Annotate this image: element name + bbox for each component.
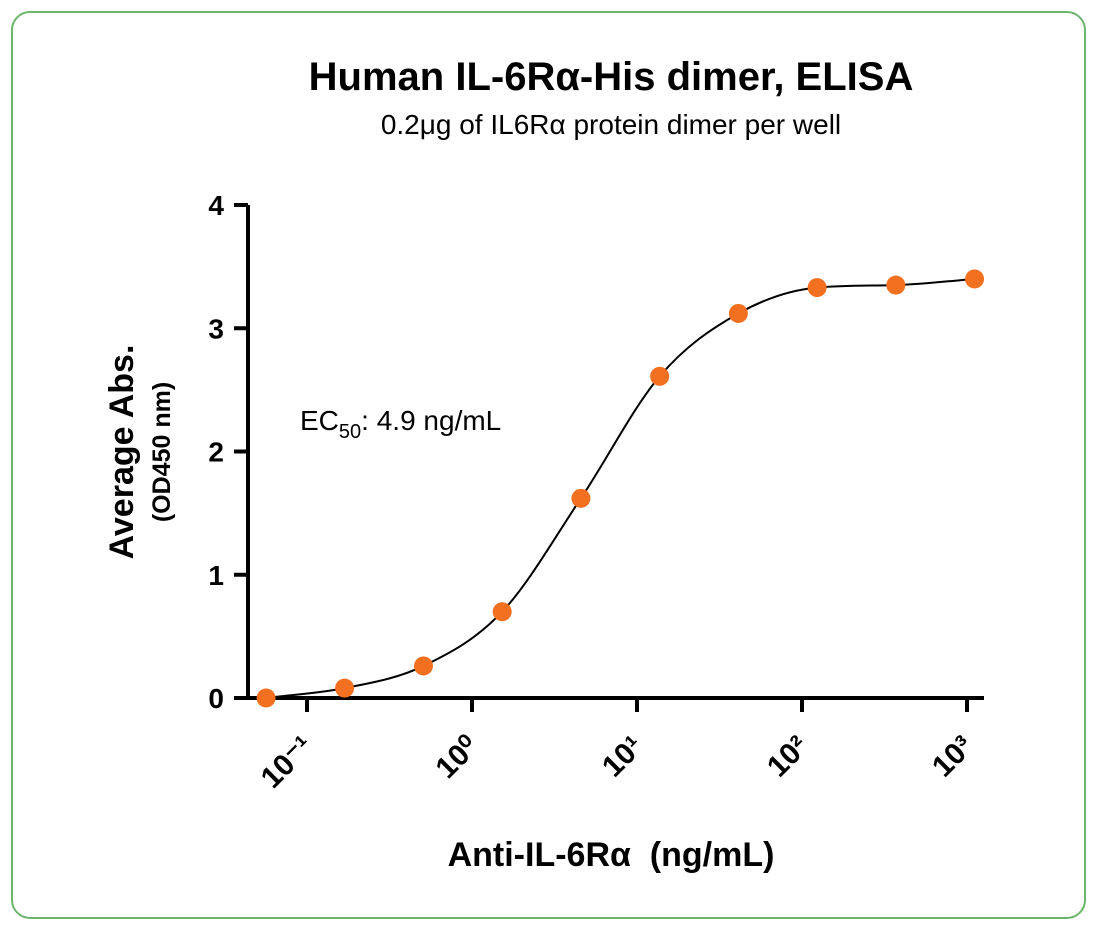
fit-curve xyxy=(265,277,975,699)
data-point xyxy=(886,275,906,295)
data-point xyxy=(571,488,591,508)
y-axis-label: Average Abs. xyxy=(103,345,141,560)
y-axis-sublabel: (OD450 nm) xyxy=(148,382,176,522)
y-tick-label: 1 xyxy=(208,560,224,591)
data-point xyxy=(492,602,512,622)
annotation-subscript: 50 xyxy=(339,421,361,443)
annotation: EC50: 4.9 ng/mL xyxy=(300,405,501,443)
y-tick-label: 0 xyxy=(208,683,224,714)
data-point xyxy=(413,656,433,676)
chart-title: Human IL-6Rα-His dimer, ELISA xyxy=(309,55,914,99)
data-point xyxy=(807,278,827,298)
data-point xyxy=(728,303,748,323)
data-point xyxy=(650,366,670,386)
data-point xyxy=(335,678,355,698)
annotation-prefix: EC xyxy=(300,405,339,436)
y-tick-label: 4 xyxy=(208,190,224,221)
data-point xyxy=(256,688,276,708)
y-tick-label: 2 xyxy=(208,437,224,468)
data-point xyxy=(965,269,985,289)
y-tick-label: 3 xyxy=(208,313,224,344)
frame xyxy=(11,11,1086,919)
annotation-text: : 4.9 ng/mL xyxy=(361,405,501,436)
chart-subtitle: 0.2μg of IL6Rα protein dimer per well xyxy=(381,109,841,140)
x-axis-label: Anti-IL-6Rα (ng/mL) xyxy=(448,836,775,874)
